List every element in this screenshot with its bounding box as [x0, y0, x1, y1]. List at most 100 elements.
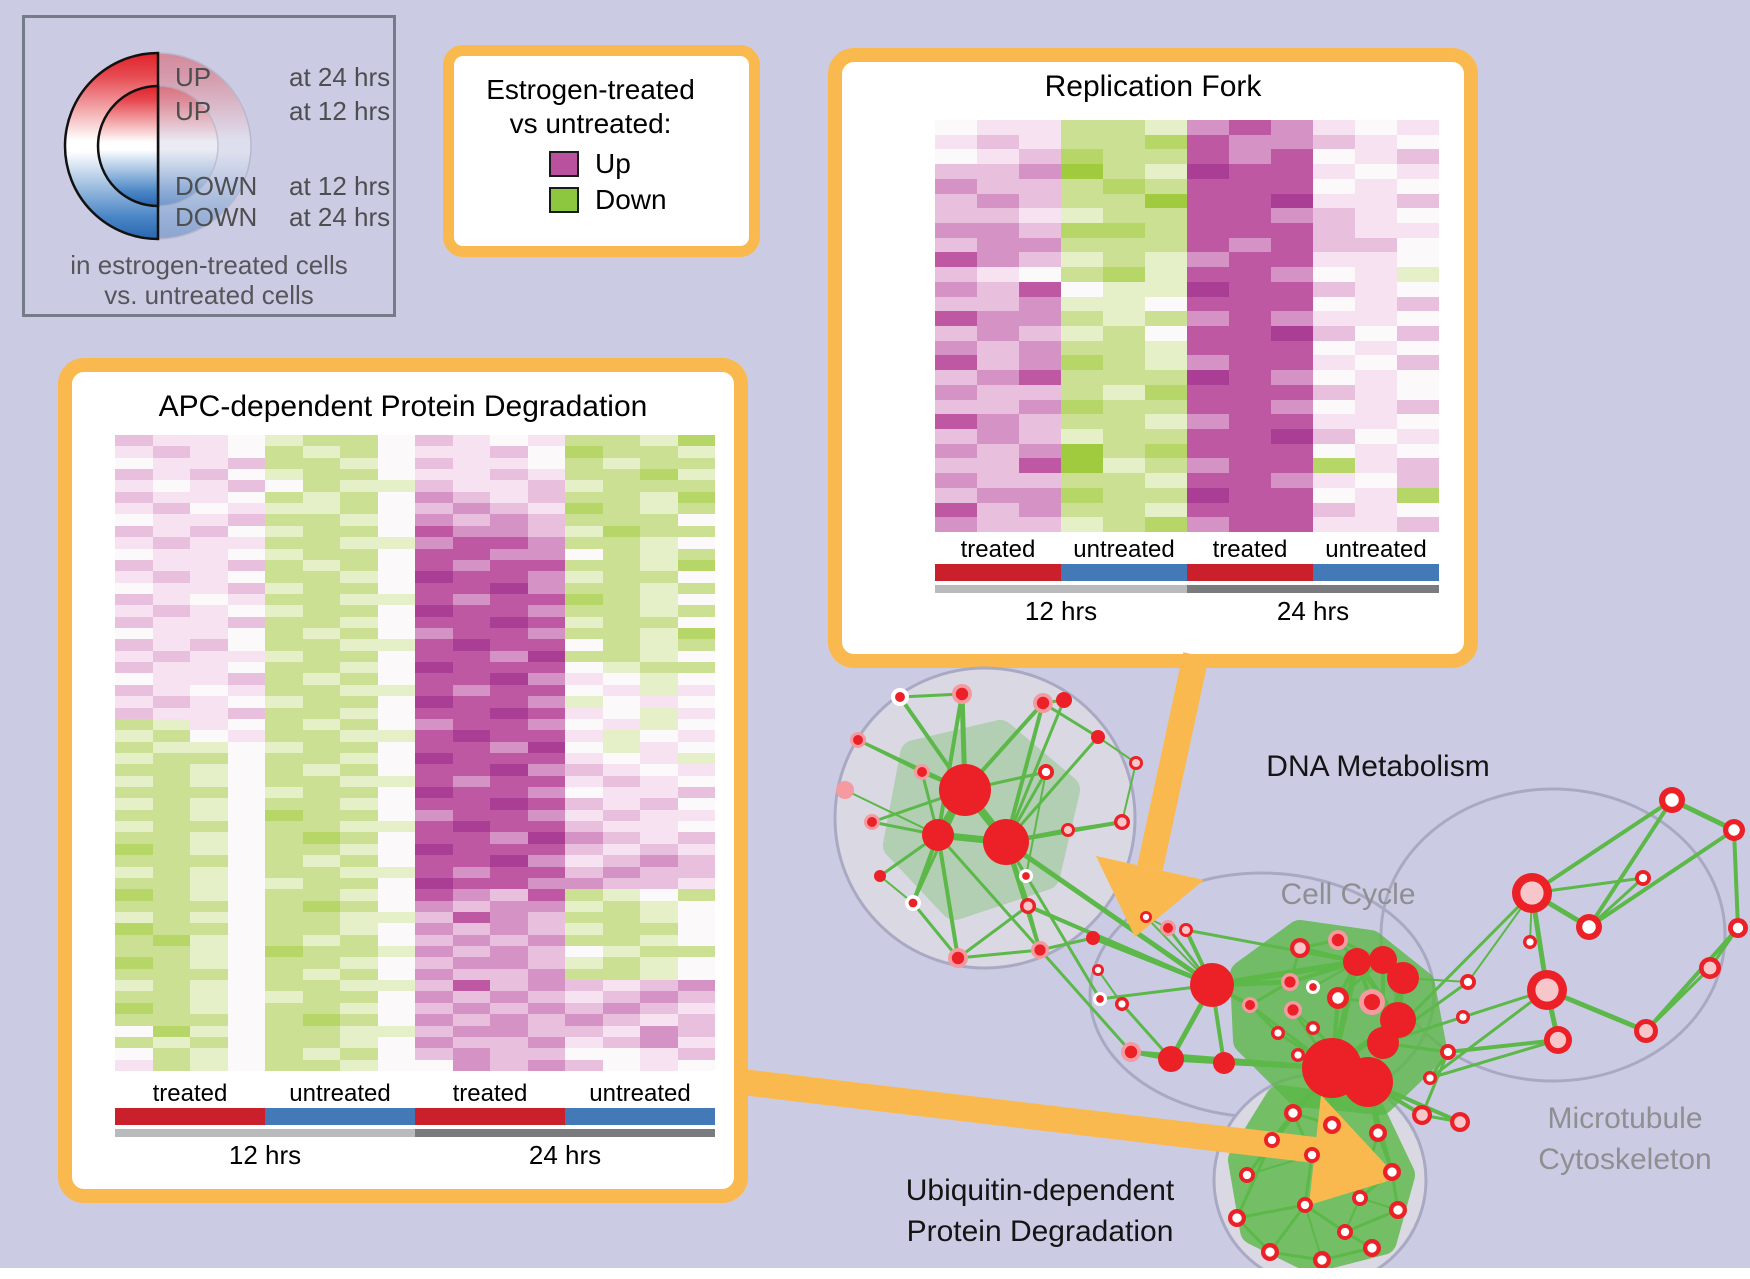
heatmap-cell [415, 537, 453, 549]
network-node [1412, 1105, 1432, 1125]
heatmap-cell [190, 855, 228, 867]
network-node [874, 870, 886, 882]
heatmap-cell [1103, 473, 1145, 488]
heatmap-cell [490, 730, 528, 742]
heatmap-cell [565, 446, 603, 458]
heatmap-cell [1061, 252, 1103, 268]
heatmap-cell [415, 764, 453, 776]
heatmap-cell [640, 923, 678, 935]
heatmap-cell [415, 877, 453, 890]
heatmap-cell [640, 946, 678, 958]
heatmap-cell [115, 605, 153, 617]
condition-label: treated [452, 1080, 528, 1107]
heatmap-cell [640, 764, 678, 776]
heatmap-cell [1397, 267, 1439, 282]
heatmap-cell [302, 866, 340, 878]
heatmap-cell [415, 946, 453, 958]
heatmap-cell [640, 798, 678, 810]
heatmap-cell [415, 605, 453, 617]
heatmap-cell [1313, 517, 1355, 532]
heatmap-cell [1061, 178, 1103, 194]
heatmap-cell [115, 593, 153, 606]
heatmap-cell [1145, 134, 1187, 150]
heatmap-cell [1355, 208, 1397, 223]
heatmap-cell [415, 718, 453, 731]
network-node-core [1294, 1051, 1302, 1059]
heatmap-cell [340, 855, 378, 867]
network-node [1291, 1048, 1305, 1062]
network-node [1086, 931, 1100, 945]
heatmap-cell [490, 537, 528, 549]
heatmap-cell [602, 752, 640, 765]
heatmap-cell [602, 889, 640, 901]
heatmap-cell [415, 1014, 453, 1026]
heatmap-cell [377, 900, 415, 912]
heatmap-cell [602, 673, 640, 685]
network-edge [857, 738, 966, 792]
heatmap-cell [340, 809, 378, 822]
network-edge [1303, 1154, 1314, 1206]
heatmap-cell [340, 446, 378, 458]
heatmap-cell [640, 650, 678, 663]
heatmap-cell [527, 446, 565, 458]
legend-footer-line2: vs. untreated cells [104, 280, 314, 310]
heatmap-cell [490, 662, 528, 674]
heatmap-cell [1271, 149, 1313, 165]
heatmap-cell [302, 1036, 340, 1049]
heatmap-cell [602, 798, 640, 810]
heatmap-cell [1061, 399, 1103, 415]
heatmap-cell [527, 684, 565, 697]
heatmap-cell [340, 741, 378, 753]
condition-label: treated [960, 536, 1036, 563]
heatmap-cell [377, 889, 415, 901]
heatmap-cell [227, 559, 265, 572]
heatmap-cell [377, 821, 415, 833]
heatmap-cell [1397, 311, 1439, 326]
heatmap-cell [565, 730, 603, 742]
network-node-core [1332, 992, 1344, 1004]
heatmap-cell [1187, 193, 1229, 209]
heatmap-cell [490, 957, 528, 969]
heatmap-cell [602, 968, 640, 981]
network-edge [1248, 1003, 1280, 1035]
heatmap-cell [527, 775, 565, 788]
network-edge [1311, 1154, 1361, 1199]
heatmap-cell [152, 866, 190, 878]
heatmap-cell [490, 923, 528, 935]
heatmap-cell [1061, 267, 1103, 282]
heatmap-cell [415, 957, 453, 969]
network-edge [1356, 957, 1384, 965]
network-edge [1312, 961, 1358, 988]
heatmap-cell [640, 855, 678, 867]
heatmap-cell [340, 1025, 378, 1037]
heatmap-cell [565, 1059, 603, 1071]
heatmap-cell [265, 1002, 303, 1015]
heatmap-cell [452, 957, 490, 969]
heatmap-cell [1103, 134, 1145, 150]
heatmap-cell [602, 662, 640, 674]
network-edge [1344, 1230, 1373, 1250]
network-node-core [1703, 961, 1717, 975]
network-node [939, 764, 991, 816]
heatmap-cell [935, 384, 977, 400]
heatmap-cell [565, 866, 603, 878]
heatmap-cell [527, 1036, 565, 1049]
heatmap-cell [602, 548, 640, 560]
heatmap-cell [565, 650, 603, 663]
heatmap-cell [452, 605, 490, 617]
heatmap-cell [527, 639, 565, 651]
network-node-core [1142, 913, 1150, 921]
heatmap-cell [1187, 473, 1229, 488]
network-node [1363, 1239, 1381, 1257]
heatmap-cell [1061, 414, 1103, 429]
heatmap-cell [1187, 458, 1229, 474]
heatmap-cell [340, 900, 378, 912]
heatmap-cell [452, 457, 490, 470]
heatmap-cell [1355, 193, 1397, 209]
heatmap-cell [602, 730, 640, 742]
heatmap-cell [415, 991, 453, 1003]
heatmap-cell [935, 178, 977, 194]
heatmap-cell [415, 832, 453, 844]
heatmap-cell [152, 923, 190, 935]
heatmap-cell [640, 582, 678, 594]
